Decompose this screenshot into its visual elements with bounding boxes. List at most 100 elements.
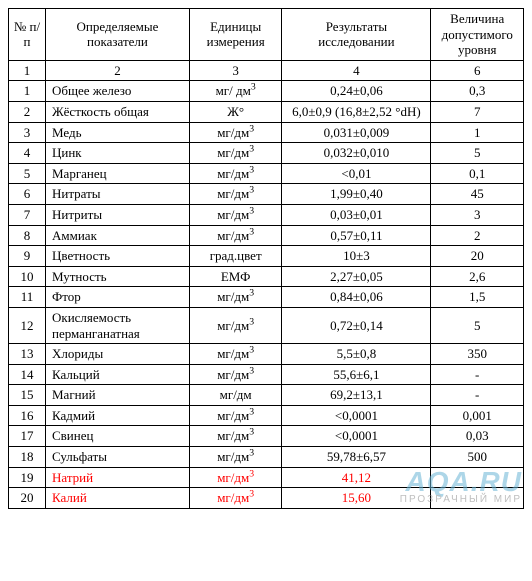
cell-unit: мг/дм3 — [189, 184, 282, 205]
cell-result: 0,57±0,11 — [282, 225, 431, 246]
cell-result: 6,0±0,9 (16,8±2,52 °dH) — [282, 101, 431, 122]
cell-param: Медь — [46, 122, 190, 143]
table-row: 9Цветностьград.цвет10±320 — [9, 246, 524, 267]
cell-unit: мг/дм3 — [189, 307, 282, 343]
cell-result: <0,0001 — [282, 405, 431, 426]
cell-num: 1 — [9, 81, 46, 102]
cell-result: 41,12 — [282, 467, 431, 488]
cell-num: 6 — [9, 184, 46, 205]
cell-unit: мг/дм3 — [189, 467, 282, 488]
cell-num: 4 — [9, 143, 46, 164]
cell-result: 0,84±0,06 — [282, 287, 431, 308]
cell-param: Калий — [46, 488, 190, 509]
cell-result: 0,24±0,06 — [282, 81, 431, 102]
cell-num: 9 — [9, 246, 46, 267]
cell-result: 69,2±13,1 — [282, 385, 431, 406]
table-subheader: 1 2 3 4 6 — [9, 60, 524, 81]
cell-limit: 7 — [431, 101, 524, 122]
cell-unit: мг/дм3 — [189, 405, 282, 426]
table-row: 1Общее железомг/ дм30,24±0,060,3 — [9, 81, 524, 102]
cell-num: 19 — [9, 467, 46, 488]
cell-limit: 5 — [431, 307, 524, 343]
table-header: № п/п Определяемые показатели Единицы из… — [9, 9, 524, 81]
table-row: 19Натриймг/дм341,12 — [9, 467, 524, 488]
cell-param: Цинк — [46, 143, 190, 164]
cell-num: 14 — [9, 364, 46, 385]
subheader-cell: 2 — [46, 60, 190, 81]
cell-result: <0,0001 — [282, 426, 431, 447]
cell-limit: 5 — [431, 143, 524, 164]
cell-limit: 500 — [431, 447, 524, 468]
cell-limit: 0,3 — [431, 81, 524, 102]
table-row: 17Свинецмг/дм3<0,00010,03 — [9, 426, 524, 447]
cell-unit: мг/дм3 — [189, 163, 282, 184]
col-header-param: Определяемые показатели — [46, 9, 190, 61]
cell-limit: 0,03 — [431, 426, 524, 447]
cell-unit: мг/дм3 — [189, 426, 282, 447]
cell-num: 11 — [9, 287, 46, 308]
cell-result: 2,27±0,05 — [282, 266, 431, 287]
subheader-cell: 3 — [189, 60, 282, 81]
cell-result: 15,60 — [282, 488, 431, 509]
cell-unit: мг/дм3 — [189, 225, 282, 246]
table-row: 12Окисляемость перманганатнаямг/дм30,72±… — [9, 307, 524, 343]
cell-result: 0,032±0,010 — [282, 143, 431, 164]
table-row: 16Кадмиймг/дм3<0,00010,001 — [9, 405, 524, 426]
cell-result: 59,78±6,57 — [282, 447, 431, 468]
cell-num: 3 — [9, 122, 46, 143]
cell-num: 16 — [9, 405, 46, 426]
cell-result: 5,5±0,8 — [282, 344, 431, 365]
cell-num: 17 — [9, 426, 46, 447]
cell-num: 18 — [9, 447, 46, 468]
cell-unit: мг/дм — [189, 385, 282, 406]
cell-limit: 45 — [431, 184, 524, 205]
cell-num: 15 — [9, 385, 46, 406]
cell-param: Марганец — [46, 163, 190, 184]
table-row: 5Марганецмг/дм3<0,010,1 — [9, 163, 524, 184]
cell-unit: мг/дм3 — [189, 488, 282, 509]
cell-unit: мг/дм3 — [189, 122, 282, 143]
cell-result: <0,01 — [282, 163, 431, 184]
cell-num: 20 — [9, 488, 46, 509]
cell-result: 10±3 — [282, 246, 431, 267]
cell-limit: 1 — [431, 122, 524, 143]
cell-num: 12 — [9, 307, 46, 343]
col-header-num: № п/п — [9, 9, 46, 61]
table-row: 18Сульфатымг/дм359,78±6,57500 — [9, 447, 524, 468]
cell-unit: мг/ дм3 — [189, 81, 282, 102]
cell-num: 5 — [9, 163, 46, 184]
col-header-unit: Единицы измерения — [189, 9, 282, 61]
cell-result: 0,031±0,009 — [282, 122, 431, 143]
table-row: 20Калиймг/дм315,60 — [9, 488, 524, 509]
cell-param: Кадмий — [46, 405, 190, 426]
table-row: 3Медьмг/дм30,031±0,0091 — [9, 122, 524, 143]
cell-unit: мг/дм3 — [189, 447, 282, 468]
table-row: 4Цинкмг/дм30,032±0,0105 — [9, 143, 524, 164]
cell-param: Сульфаты — [46, 447, 190, 468]
cell-unit: мг/дм3 — [189, 143, 282, 164]
cell-limit: 350 — [431, 344, 524, 365]
table-row: 13Хлоридымг/дм35,5±0,8350 — [9, 344, 524, 365]
cell-param: Нитриты — [46, 204, 190, 225]
cell-num: 10 — [9, 266, 46, 287]
analysis-table: № п/п Определяемые показатели Единицы из… — [8, 8, 524, 509]
cell-limit: 0,1 — [431, 163, 524, 184]
cell-num: 13 — [9, 344, 46, 365]
table-row: 7Нитритымг/дм30,03±0,013 — [9, 204, 524, 225]
cell-unit: мг/дм3 — [189, 287, 282, 308]
cell-param: Жёсткость общая — [46, 101, 190, 122]
cell-unit: мг/дм3 — [189, 344, 282, 365]
cell-result: 0,03±0,01 — [282, 204, 431, 225]
cell-param: Мутность — [46, 266, 190, 287]
cell-limit — [431, 467, 524, 488]
cell-limit: 20 — [431, 246, 524, 267]
cell-unit: мг/дм3 — [189, 204, 282, 225]
cell-limit: 1,5 — [431, 287, 524, 308]
subheader-cell: 6 — [431, 60, 524, 81]
table-row: 2Жёсткость общаяЖ°6,0±0,9 (16,8±2,52 °dH… — [9, 101, 524, 122]
cell-param: Натрий — [46, 467, 190, 488]
cell-unit: Ж° — [189, 101, 282, 122]
cell-limit: - — [431, 364, 524, 385]
cell-param: Нитраты — [46, 184, 190, 205]
cell-result: 0,72±0,14 — [282, 307, 431, 343]
